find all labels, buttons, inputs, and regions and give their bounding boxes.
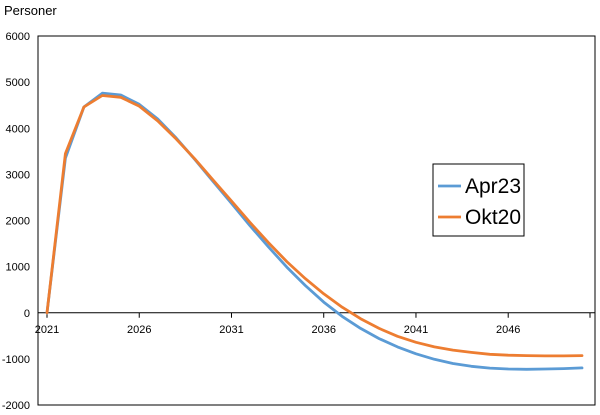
legend-label: Okt20 [465, 206, 521, 229]
x-tick-label: 2041 [404, 324, 428, 336]
legend-box [432, 163, 525, 237]
y-tick-label: 4000 [6, 123, 30, 135]
legend-label: Apr23 [465, 175, 521, 198]
legend: Apr23 Okt20 [432, 163, 525, 237]
series-layer [45, 91, 584, 371]
x-tick-label: 2046 [496, 324, 520, 336]
x-tick-label: 2021 [35, 324, 59, 336]
series-line-apr23 [45, 91, 584, 371]
axes-layer: 6000 5000 4000 3000 2000 1000 0 -1000 -2000 2021 2… [2, 31, 595, 412]
series-line-okt20 [45, 94, 584, 358]
x-tick-label: 2031 [219, 324, 243, 336]
y-tick-label: 6000 [6, 31, 30, 43]
y-tick-label: 3000 [6, 169, 30, 181]
plot-area-border [37, 35, 596, 406]
y-tick-label: 1000 [6, 262, 30, 274]
y-tick-label: 5000 [6, 77, 30, 89]
y-tick-label: 0 [24, 308, 30, 320]
y-tick-label: -2000 [2, 400, 30, 412]
y-tick-label: -1000 [2, 354, 30, 366]
x-tick-label: 2026 [127, 324, 151, 336]
y-axis-label: Personer [4, 3, 57, 18]
x-tick-label: 2036 [311, 324, 335, 336]
y-tick-label: 2000 [6, 216, 30, 228]
